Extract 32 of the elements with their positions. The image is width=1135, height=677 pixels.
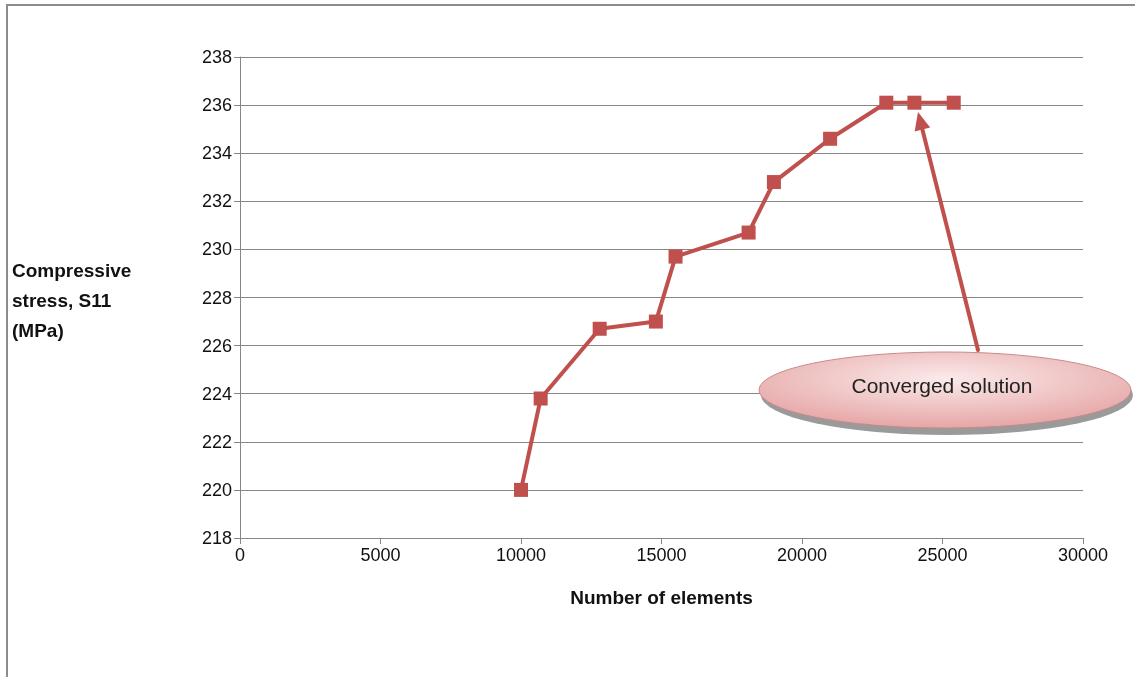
point	[946, 95, 961, 110]
y-tick-label: 224	[201, 383, 232, 404]
y-tick-label: 238	[201, 47, 232, 67]
y-tick-label: 218	[201, 528, 232, 548]
x-tick-label: 5000	[360, 545, 401, 565]
y-axis-title: Compressive stress, S11 (MPa)	[12, 259, 137, 341]
y-tick-label: 226	[201, 335, 232, 356]
x-tick-label: 10000	[495, 545, 547, 565]
point	[668, 249, 683, 264]
point	[592, 321, 607, 336]
annotation: Converged solution	[851, 374, 1033, 398]
y-tick-label: 236	[201, 95, 232, 116]
y-tick-label: 234	[201, 143, 232, 164]
point	[741, 225, 756, 240]
y-tick-label: 220	[201, 479, 232, 500]
y-tick-label: 232	[201, 191, 232, 212]
point	[879, 95, 894, 110]
x-tick-label: 15000	[636, 545, 687, 565]
x-axis-title: Number of elements	[570, 587, 753, 608]
x-tick-label: 30000	[1057, 545, 1109, 565]
point	[533, 391, 548, 406]
x-tick-label: 0	[234, 545, 246, 565]
y-tick-label: 230	[201, 239, 232, 260]
point	[907, 95, 922, 110]
point	[514, 482, 528, 497]
x-tick-label: 25000	[917, 545, 968, 565]
y-tick-label: 228	[201, 287, 232, 308]
point	[823, 131, 838, 146]
x-tick-label: 20000	[776, 545, 828, 565]
y-tick-label: 222	[201, 431, 232, 452]
point	[648, 314, 663, 329]
point	[766, 175, 781, 190]
